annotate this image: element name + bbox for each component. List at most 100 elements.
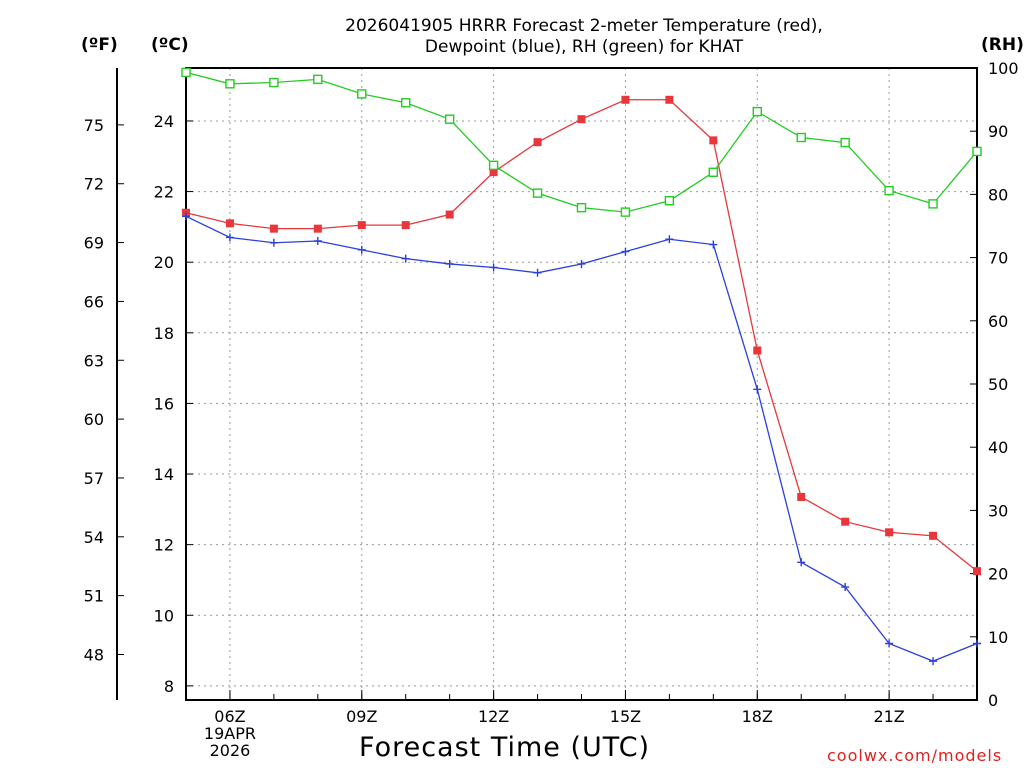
f-tick-label-48: 48	[84, 645, 104, 664]
rh-tick-label-100: 100	[988, 59, 1019, 78]
f-tick-label-63: 63	[84, 351, 104, 370]
celsius-axis-label: (ºC)	[151, 35, 189, 55]
dewpoint-point-23	[973, 639, 981, 648]
dewpoint-point-21	[885, 639, 894, 648]
dewpoint-point-9	[357, 245, 366, 254]
rh-point-12	[488, 160, 499, 171]
x-tick-label-9-0: 09Z	[346, 707, 377, 726]
temperature-point-20	[841, 517, 850, 526]
dewpoint-point-18	[753, 385, 762, 394]
c-tick-label-10: 10	[154, 606, 174, 625]
source-credit: coolwx.com/models	[827, 746, 1003, 765]
fahrenheit-axis-label: (ºF)	[81, 35, 118, 55]
c-tick-label-24: 24	[154, 112, 174, 131]
x-tick-label-6-2: 2026	[210, 741, 251, 760]
rh-point-22	[928, 199, 938, 209]
rh-tick-label-40: 40	[988, 438, 1008, 457]
rh-point-15	[620, 207, 631, 217]
temperature-point-23	[973, 567, 981, 576]
rh-tick-label-90: 90	[988, 122, 1008, 141]
x-tick-label-18-0: 18Z	[742, 707, 773, 726]
dewpoint-point-12	[489, 263, 498, 272]
rh-point-17	[708, 167, 719, 177]
temperature-line	[185, 99, 978, 572]
rh-tick-label-60: 60	[988, 312, 1008, 331]
f-tick-label-75: 75	[84, 116, 104, 135]
rh-tick-label-10: 10	[988, 628, 1008, 647]
temperature-point-15	[621, 95, 630, 104]
c-tick-label-20: 20	[154, 253, 174, 272]
rh-point-7	[269, 77, 279, 88]
temperature-point-8	[313, 224, 322, 233]
rh-point-21	[884, 185, 894, 196]
x-tick-label-6-1: 19APR	[204, 724, 256, 743]
temperature-point-14	[577, 115, 586, 124]
c-tick-label-18: 18	[154, 324, 174, 343]
f-tick-label-51: 51	[84, 587, 104, 606]
temperature-point-12	[489, 168, 498, 177]
rh-tick-label-70: 70	[988, 249, 1008, 268]
c-tick-label-8: 8	[164, 677, 174, 696]
temperature-point-16	[665, 95, 674, 104]
rh-point-13	[532, 188, 543, 198]
rh-point-16	[664, 196, 675, 206]
dewpoint-line	[185, 215, 978, 662]
temperature-point-11	[445, 210, 454, 219]
rh-point-11	[444, 114, 455, 124]
f-tick-label-69: 69	[84, 234, 104, 253]
temperature-point-6	[225, 219, 234, 228]
temperature-point-21	[885, 528, 894, 537]
rh-point-19	[796, 132, 806, 143]
dewpoint-point-7	[269, 238, 278, 247]
x-tick-label-21-0: 21Z	[873, 707, 904, 726]
rh-point-9	[357, 89, 367, 99]
rh-tick-label-0: 0	[988, 691, 998, 710]
f-tick-label-57: 57	[84, 469, 104, 488]
rh-point-23	[972, 146, 982, 157]
dewpoint-point-22	[929, 657, 938, 666]
temperature-point-17	[709, 136, 718, 145]
c-tick-label-12: 12	[154, 536, 174, 555]
dewpoint-point-15	[621, 247, 630, 256]
temperature-point-9	[357, 221, 366, 230]
axis-ticks: 8 10 12 14 16 18 20 22 24 48 51 54 57 60 63 66 69 72 75 0 10…	[84, 59, 1019, 760]
dewpoint-point-19	[797, 558, 806, 567]
series-markers	[181, 67, 982, 666]
rh-point-8	[313, 74, 323, 85]
x-axis-title: Forecast Time (UTC)	[359, 732, 651, 763]
dewpoint-point-11	[445, 259, 454, 268]
x-tick-label-6-0: 06Z	[214, 707, 245, 726]
rh-tick-label-20: 20	[988, 565, 1008, 584]
dewpoint-point-6	[225, 233, 234, 242]
dewpoint-point-8	[313, 237, 322, 246]
series-lines	[185, 71, 978, 662]
dewpoint-point-5	[182, 212, 190, 221]
rh-point-5	[181, 67, 191, 78]
temperature-point-10	[401, 221, 410, 230]
f-tick-label-72: 72	[84, 175, 104, 194]
f-tick-label-66: 66	[84, 292, 104, 311]
rh-axis-label: (RH)	[981, 35, 1024, 55]
rh-point-14	[576, 202, 587, 213]
x-tick-label-12-0: 12Z	[478, 707, 509, 726]
rh-tick-label-80: 80	[988, 185, 1008, 204]
dewpoint-point-20	[841, 583, 850, 592]
plot-frame	[185, 67, 978, 701]
rh-point-20	[840, 137, 850, 148]
c-tick-label-22: 22	[154, 183, 174, 202]
chart-title-line-2: Dewpoint (blue), RH (green) for KHAT	[424, 37, 744, 57]
grid-lines	[186, 68, 977, 700]
dewpoint-point-14	[577, 259, 586, 268]
temperature-point-18	[753, 346, 762, 355]
dewpoint-point-13	[533, 268, 542, 277]
dewpoint-point-16	[665, 235, 674, 244]
temperature-point-7	[269, 224, 278, 233]
rh-tick-label-30: 30	[988, 501, 1008, 520]
dewpoint-point-17	[709, 240, 718, 249]
dewpoint-point-10	[401, 254, 410, 263]
f-tick-label-54: 54	[84, 528, 104, 547]
f-tick-label-60: 60	[84, 410, 104, 429]
chart-title-line-1: 2026041905 HRRR Forecast 2-meter Tempera…	[345, 16, 823, 36]
c-tick-label-16: 16	[154, 394, 174, 413]
